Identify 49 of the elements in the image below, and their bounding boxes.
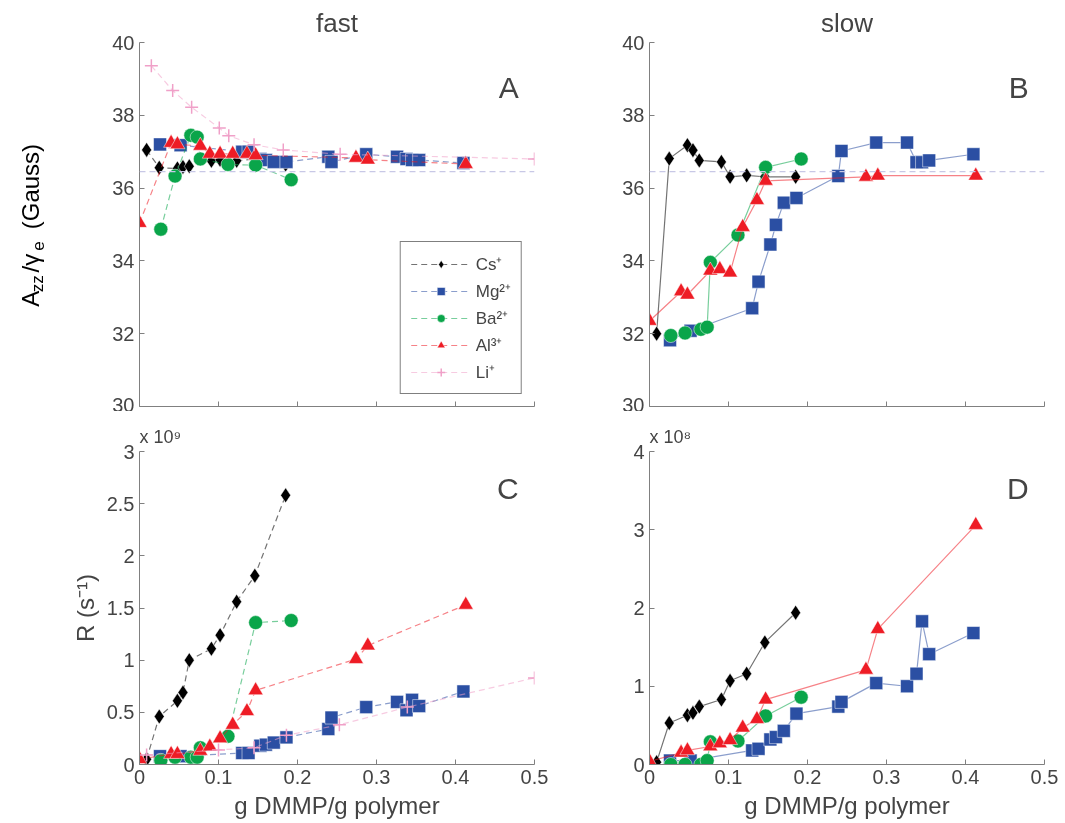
legend-label: Mg²⁺ (475, 281, 511, 302)
x-tick-label: 0.1 (714, 765, 743, 788)
chart-title: slow (820, 7, 874, 38)
annotation: A (498, 71, 519, 105)
y-tick-label: 30 (112, 393, 135, 416)
text: x 10⁹ (139, 426, 182, 447)
y-tick-label: 2 (123, 544, 135, 567)
y-tick-label: 36 (622, 177, 645, 200)
y-tick-label: 38 (112, 104, 135, 127)
y-tick-label: 34 (622, 249, 645, 272)
x-tick-label: 0.5 (1030, 765, 1059, 788)
y-tick-label: 40 (622, 31, 645, 54)
text: x 10⁸ (649, 426, 692, 447)
chart-title: fast (316, 7, 359, 38)
y-tick-label: 32 (622, 322, 645, 345)
y-axis-title: Azz/γe (Gauss) (17, 143, 48, 307)
x-tick-label: 0.3 (362, 765, 391, 788)
x-tick-label: 0.2 (283, 765, 312, 788)
y-tick-label: 32 (112, 322, 135, 345)
x-axis-title: g DMMP/g polymer (744, 791, 950, 819)
x-tick-label: 0.2 (793, 765, 822, 788)
x-tick-label: 0.1 (204, 765, 233, 788)
y-tick-label: 3 (123, 440, 135, 463)
x-axis-title: g DMMP/g polymer (234, 791, 440, 819)
y-tick-label: 30 (622, 393, 645, 416)
annotation: B (1008, 71, 1029, 105)
y-tick-label: 3 (633, 518, 645, 541)
y-tick-label: 2 (633, 597, 645, 619)
legend-label: Al³⁺ (475, 335, 503, 356)
x-tick-label: 0.4 (951, 765, 980, 788)
y-tick-label: 38 (622, 104, 645, 127)
legend-label: Li⁺ (475, 362, 496, 383)
y-tick-label: 1 (123, 649, 135, 672)
x-tick-label: 0.3 (872, 765, 901, 788)
y-axis-title: R (s⁻¹) (71, 574, 99, 642)
legend-label: Ba²⁺ (475, 308, 509, 329)
y-tick-label: 1 (633, 675, 645, 698)
y-tick-label: 4 (633, 440, 645, 463)
y-tick-label: 1.5 (106, 597, 135, 619)
y-tick-label: 2.5 (106, 492, 135, 515)
y-tick-label: 0.5 (106, 701, 135, 724)
y-tick-label: 40 (112, 31, 135, 54)
legend-label: Cs⁺ (475, 254, 503, 275)
x-tick-label: 0.4 (441, 765, 470, 788)
x-tick-label: 0.5 (520, 765, 549, 788)
y-tick-label: 34 (112, 249, 135, 272)
annotation: C (497, 471, 519, 505)
annotation: D (1007, 471, 1029, 505)
y-tick-label: 36 (112, 177, 135, 200)
